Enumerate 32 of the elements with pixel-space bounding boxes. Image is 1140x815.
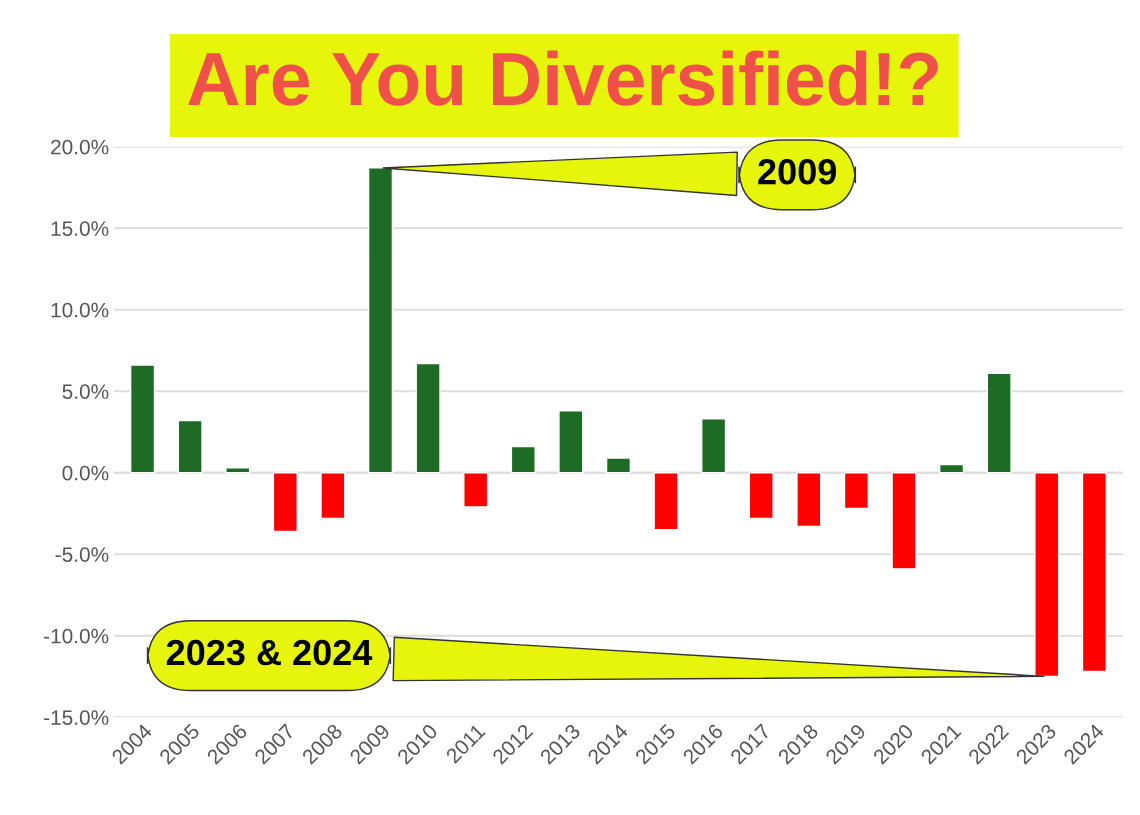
y-tick-label: 5.0%	[62, 384, 109, 399]
bar	[558, 410, 584, 474]
y-tick-label: -5.0%	[55, 547, 109, 562]
bar	[177, 419, 203, 474]
bar	[986, 372, 1012, 474]
annotation: 2023 & 2024	[166, 639, 373, 666]
bar	[748, 472, 774, 520]
bar	[129, 364, 156, 474]
y-tick-label: 15.0%	[51, 221, 109, 236]
bar	[225, 467, 251, 474]
y-tick-label: 0.0%	[62, 465, 109, 481]
y-tick-label: -10.0%	[44, 628, 109, 644]
bar	[320, 472, 346, 520]
bar	[367, 167, 394, 474]
y-tick-label: 20.0%	[51, 139, 109, 155]
bar	[891, 472, 917, 570]
bar	[510, 445, 536, 474]
y-tick-label: -15.0%	[44, 710, 109, 725]
bar	[605, 457, 632, 474]
bar	[272, 472, 298, 533]
bar	[415, 362, 441, 474]
bar	[796, 472, 822, 528]
annotation: 2009	[758, 158, 836, 185]
bar	[938, 463, 965, 474]
bar	[1034, 472, 1060, 678]
chart-title: Are You Diversified!?	[188, 50, 938, 106]
y-tick-label: 10.0%	[51, 302, 109, 318]
bar	[653, 472, 679, 531]
bar	[701, 418, 727, 474]
bar	[463, 472, 489, 508]
bar	[843, 472, 869, 510]
bar	[1081, 472, 1107, 673]
